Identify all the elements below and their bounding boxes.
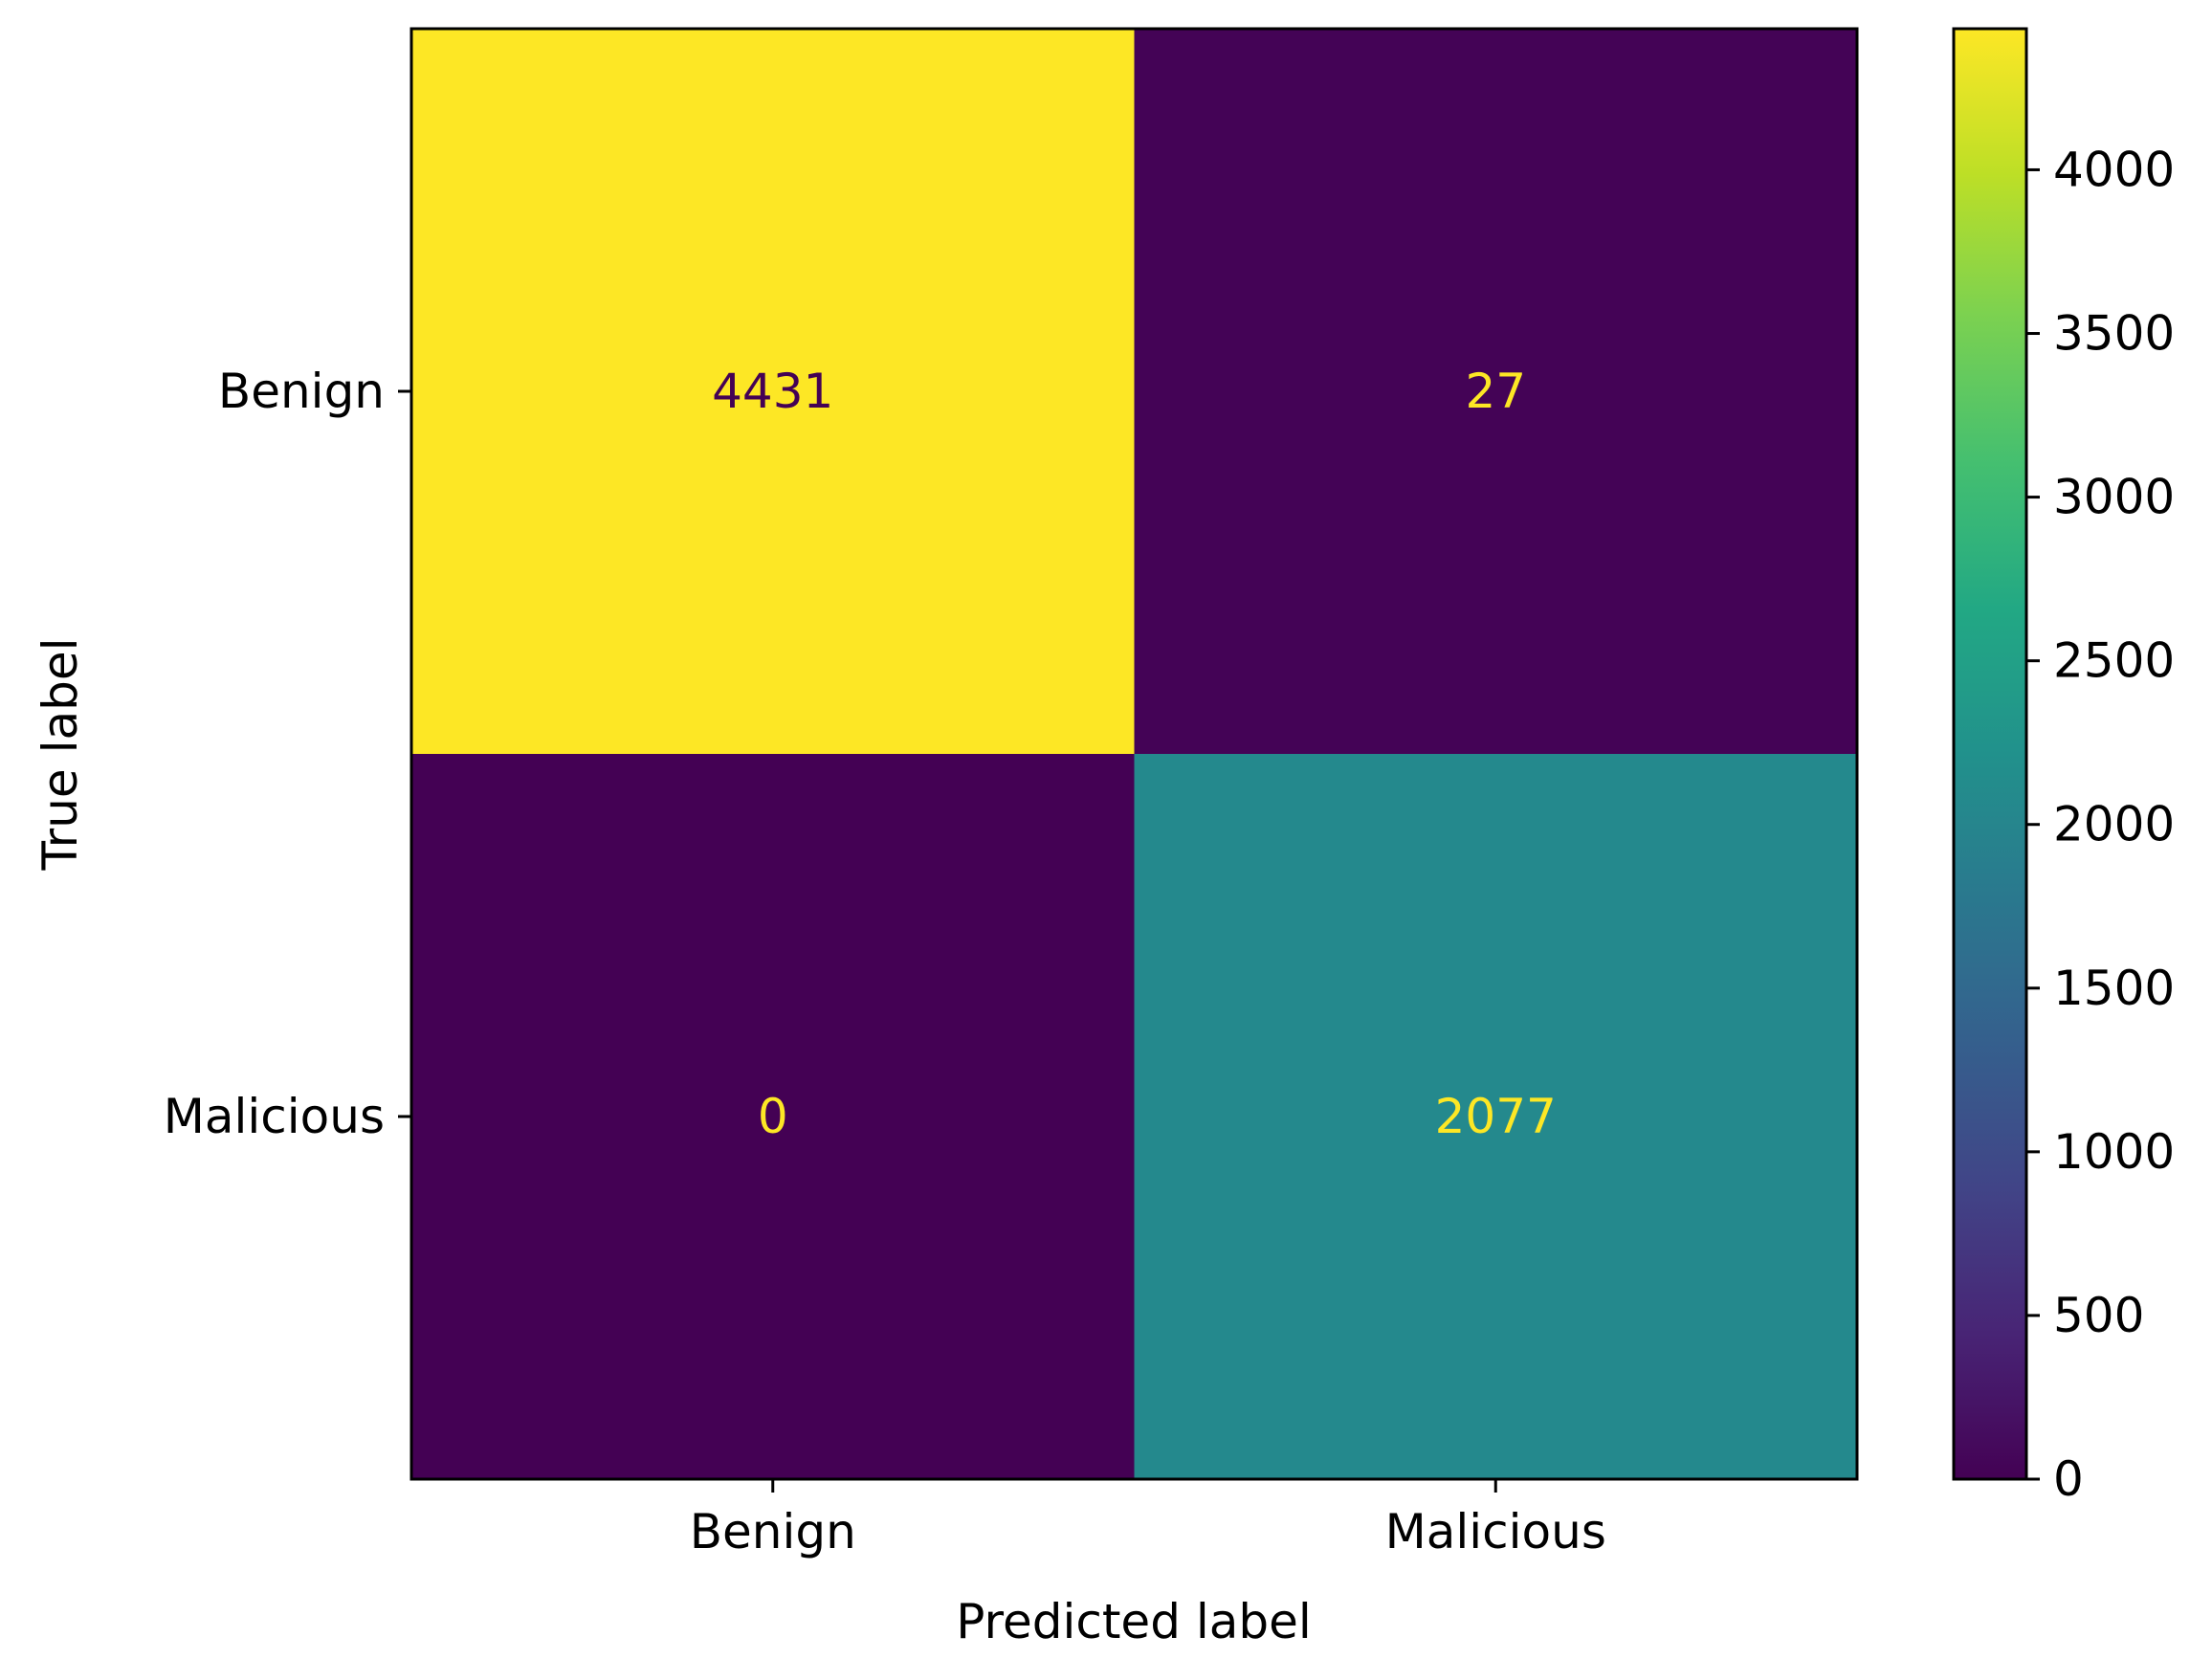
- colorbar-tick-label: 2000: [2053, 797, 2175, 852]
- colorbar-frame: [1952, 27, 2028, 1481]
- heatmap-cells: [411, 29, 1857, 1479]
- y-tick-label: Benign: [218, 364, 385, 419]
- colorbar-tick-label: 4000: [2053, 142, 2175, 197]
- x-tick-label: Benign: [690, 1504, 856, 1559]
- y-tick-label: Malicious: [164, 1089, 385, 1144]
- x-axis-title: Predicted label: [956, 1594, 1312, 1649]
- cell-value-labels: 4431 27 0 2077: [712, 364, 1557, 1144]
- cell-value-label: 27: [1465, 364, 1526, 419]
- colorbar-tick-label: 3000: [2053, 470, 2175, 525]
- cell-value-label: 2077: [1435, 1089, 1557, 1144]
- colorbar-tick-label: 2500: [2053, 633, 2175, 689]
- plot-frame: [409, 27, 1859, 1481]
- cell-value-label: 0: [758, 1089, 788, 1144]
- colorbar-tick-label: 1500: [2053, 961, 2175, 1016]
- y-axis: Benign Malicious: [164, 364, 411, 1144]
- heatmap-cell: [1134, 754, 1857, 1479]
- colorbar-tick-label: 3500: [2053, 306, 2175, 362]
- cell-value-label: 4431: [712, 364, 833, 419]
- heatmap-cell: [1134, 29, 1857, 754]
- x-tick-label: Malicious: [1385, 1504, 1606, 1559]
- heatmap-cell: [411, 754, 1135, 1479]
- x-axis: Benign Malicious: [690, 1479, 1606, 1559]
- colorbar-tick-label: 0: [2053, 1451, 2084, 1507]
- y-axis-title: True label: [33, 637, 88, 871]
- colorbar-tick-label: 500: [2053, 1288, 2144, 1343]
- heatmap-cell: [411, 29, 1135, 754]
- colorbar-tick-label: 1000: [2053, 1124, 2175, 1180]
- colorbar-ticks: 0 500 1000 1500 2000 2500 3000 3500 4000: [2026, 142, 2175, 1507]
- colorbar: [1954, 29, 2026, 1479]
